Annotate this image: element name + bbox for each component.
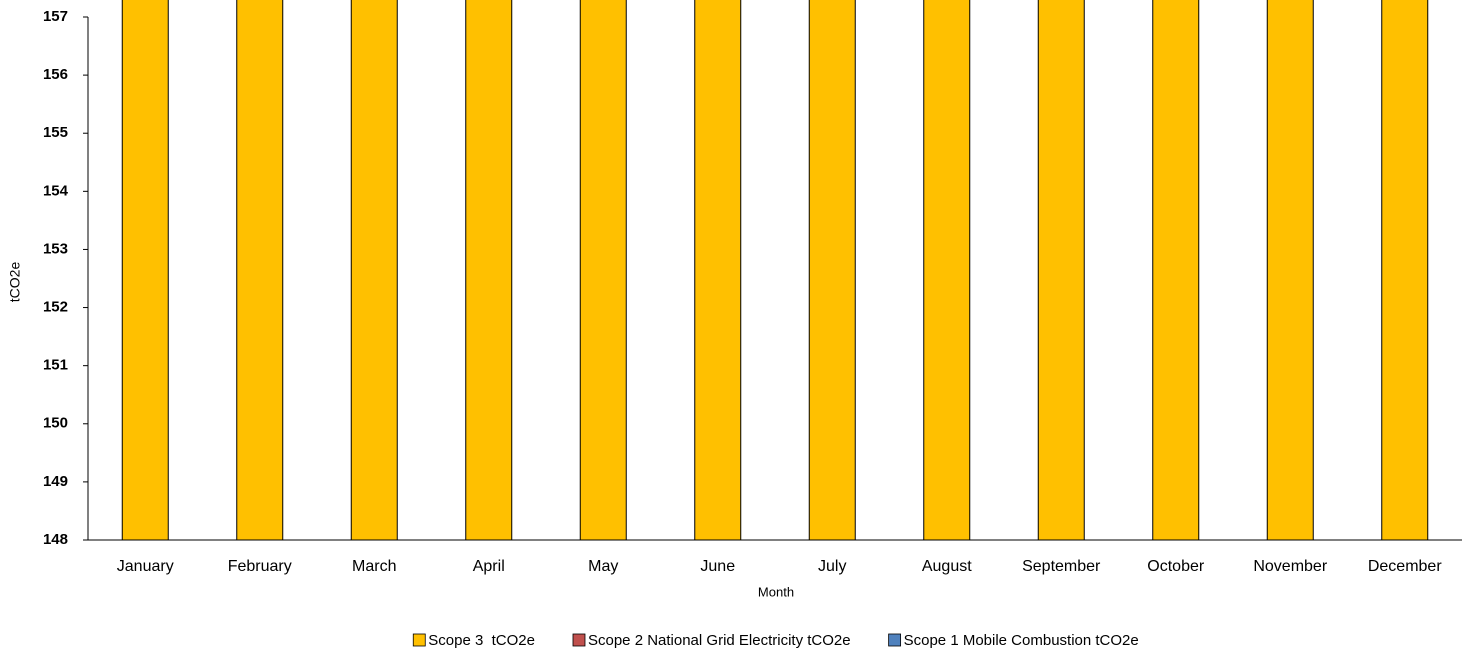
y-tick-label: 151 [43,357,68,374]
bar-segment [808,0,856,541]
y-tick-label: 156 [43,66,68,83]
bar-segment [121,0,169,541]
legend-swatch [412,633,426,647]
bar-segment [1381,0,1429,541]
legend-swatch [572,633,586,647]
y-tick-label: 153 [43,240,68,257]
bar-segment [923,0,971,541]
x-tick-label: February [228,558,292,575]
x-tick-label: September [1022,558,1101,575]
x-tick-label: December [1368,558,1442,575]
y-tick-label: 149 [43,473,68,490]
legend-label: Scope 1 Mobile Combustion tCO2e [904,632,1139,649]
bar-segment [694,0,742,541]
legend-label: Scope 2 National Grid Electricity tCO2e [588,632,851,649]
bar-segment [1152,0,1200,541]
legend: Scope 3 tCO2e Scope 2 National Grid Elect… [412,632,1139,649]
y-tick-label: 154 [43,182,69,199]
x-tick-label: March [352,558,396,575]
y-tick-label: 148 [43,531,68,548]
x-tick-label: June [700,558,735,575]
legend-swatch [888,633,902,647]
bar-segment [236,0,284,541]
legend-label: Scope 3 tCO2e [428,632,535,649]
y-tick-label: 152 [43,299,68,316]
x-tick-label: April [473,558,505,575]
bar-segment [465,0,513,541]
x-tick-label: October [1147,558,1205,575]
y-axis-label: tCO2e [7,262,23,303]
x-tick-label: January [117,558,174,575]
x-tick-label: August [922,558,972,575]
y-tick-label: 155 [43,124,68,141]
x-tick-label: November [1253,558,1327,575]
bar-segment [1037,0,1085,541]
bar-segment [579,0,627,541]
x-axis-label: Month [758,584,794,599]
bar-segment [1266,0,1314,541]
bar-segment [350,0,398,541]
y-tick-label: 150 [43,415,68,432]
x-tick-label: May [588,558,618,575]
x-tick-label: July [818,558,846,575]
y-tick-label: 157 [43,8,68,25]
